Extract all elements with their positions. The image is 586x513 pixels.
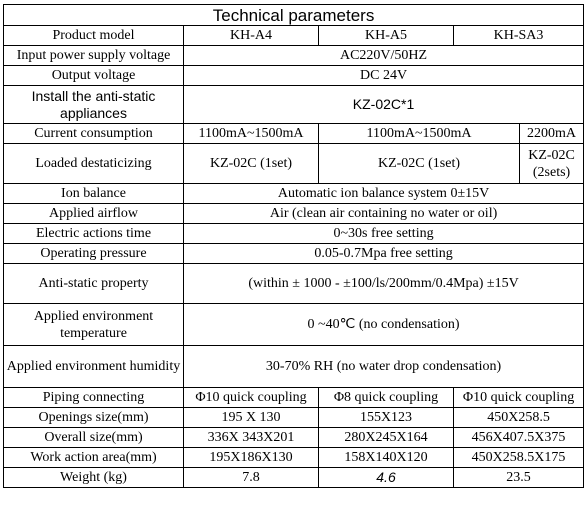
row-label-piping: Piping connecting bbox=[3, 387, 184, 408]
airflow-value: Air (clean air containing no water or oi… bbox=[182, 203, 585, 224]
row-label-pressure: Operating pressure bbox=[3, 243, 184, 264]
ion-balance-value: Automatic ion balance system 0±15V bbox=[182, 183, 585, 204]
piping-kh-sa3: Φ10 quick coupling bbox=[452, 387, 585, 408]
row-label-electric-time: Electric actions time bbox=[3, 223, 184, 244]
input-voltage-value: AC220V/50HZ bbox=[182, 45, 585, 66]
row-label-weight: Weight (kg) bbox=[3, 467, 184, 488]
overall-kh-sa3: 456X407.5X375 bbox=[452, 427, 585, 448]
install-appliances-value: KZ-02C*1 bbox=[182, 85, 585, 124]
row-label-output-voltage: Output voltage bbox=[3, 65, 184, 86]
row-label-ion-balance: Ion balance bbox=[3, 183, 184, 204]
weight-kh-a4: 7.8 bbox=[183, 467, 319, 488]
row-label-product-model: Product model bbox=[3, 25, 184, 46]
openings-kh-sa3: 450X258.5 bbox=[452, 407, 585, 428]
electric-time-value: 0~30s free setting bbox=[182, 223, 585, 244]
table-title: Technical parameters bbox=[2, 4, 585, 26]
env-humidity-value: 30-70% RH (no water drop condensation) bbox=[182, 345, 585, 388]
current-kh-a5: 1100mA~1500mA bbox=[318, 123, 520, 144]
piping-kh-a5: Φ8 quick coupling bbox=[318, 387, 454, 408]
row-label-input-voltage: Input power supply voltage bbox=[3, 45, 184, 66]
technical-parameters-table: Technical parameters Product model KH-A4… bbox=[2, 4, 585, 488]
weight-kh-sa3: 23.5 bbox=[452, 467, 585, 488]
output-voltage-value: DC 24V bbox=[182, 65, 585, 86]
overall-kh-a4: 336X 343X201 bbox=[183, 427, 319, 448]
model-kh-sa3: KH-SA3 bbox=[452, 25, 585, 46]
current-kh-sa3: 2200mA bbox=[518, 123, 585, 144]
loaded-kh-sa3: KZ-02C (2sets) bbox=[518, 143, 585, 184]
row-label-env-temp: Applied environment temperature bbox=[3, 303, 184, 346]
pressure-value: 0.05-0.7Mpa free setting bbox=[182, 243, 585, 264]
row-label-airflow: Applied airflow bbox=[3, 203, 184, 224]
row-label-antistatic: Anti-static property bbox=[3, 263, 184, 304]
work-area-kh-sa3: 450X258.5X175 bbox=[452, 447, 585, 468]
openings-kh-a5: 155X123 bbox=[318, 407, 454, 428]
model-kh-a4: KH-A4 bbox=[183, 25, 319, 46]
row-label-openings: Openings size(mm) bbox=[3, 407, 184, 428]
loaded-kh-a4: KZ-02C (1set) bbox=[183, 143, 319, 184]
env-temp-value: 0 ~40℃ (no condensation) bbox=[182, 303, 585, 346]
openings-kh-a4: 195 X 130 bbox=[183, 407, 319, 428]
row-label-work-area: Work action area(mm) bbox=[3, 447, 184, 468]
piping-kh-a4: Φ10 quick coupling bbox=[183, 387, 319, 408]
current-kh-a4: 1100mA~1500mA bbox=[183, 123, 319, 144]
row-label-overall: Overall size(mm) bbox=[3, 427, 184, 448]
weight-kh-a5: 4.6 bbox=[318, 467, 454, 488]
row-label-current: Current consumption bbox=[3, 123, 184, 144]
loaded-kh-a5: KZ-02C (1set) bbox=[318, 143, 520, 184]
row-label-install-appliances: Install the anti-static appliances bbox=[3, 85, 184, 124]
model-kh-a5: KH-A5 bbox=[318, 25, 454, 46]
row-label-env-humidity: Applied environment humidity bbox=[3, 345, 184, 388]
row-label-loaded: Loaded destaticizing bbox=[3, 143, 184, 184]
overall-kh-a5: 280X245X164 bbox=[318, 427, 454, 448]
antistatic-value: (within ± 1000 - ±100/ls/200mm/0.4Mpa) ±… bbox=[182, 263, 585, 304]
work-area-kh-a4: 195X186X130 bbox=[183, 447, 319, 468]
work-area-kh-a5: 158X140X120 bbox=[318, 447, 454, 468]
